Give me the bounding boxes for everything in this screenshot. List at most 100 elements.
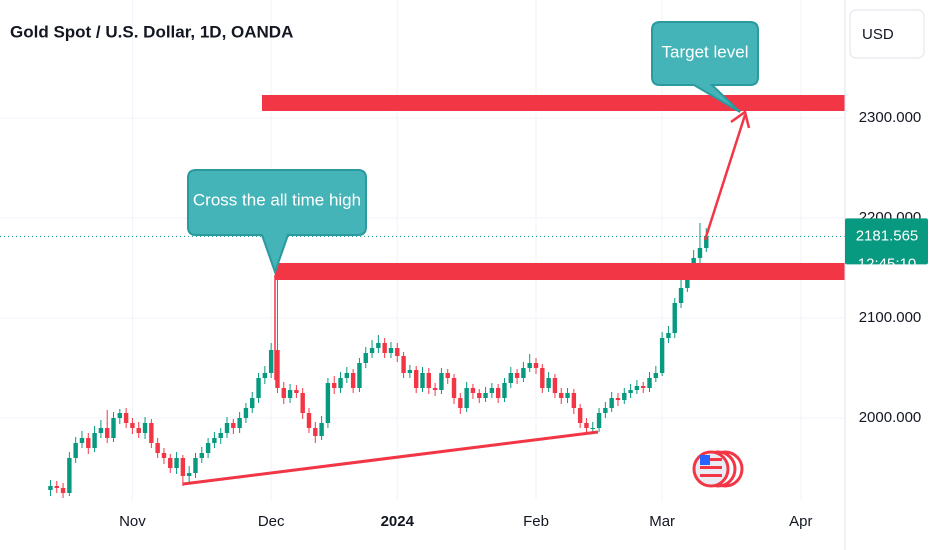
candle-body: [615, 398, 621, 400]
x-tick-label: Apr: [789, 513, 812, 530]
candle-body: [697, 248, 703, 258]
candle-body: [420, 373, 425, 388]
candle-body: [641, 386, 646, 388]
y-tick-label: 2000.000: [859, 409, 922, 426]
candle-body: [218, 433, 223, 438]
x-tick-label: Dec: [258, 513, 285, 530]
candle-body: [319, 423, 324, 436]
candle-body: [332, 383, 337, 388]
candle-body: [104, 428, 110, 438]
candle-body: [678, 288, 684, 303]
candle-body: [123, 413, 129, 423]
candle-body: [161, 453, 167, 458]
candle-body: [338, 378, 343, 388]
candle-body: [426, 373, 432, 388]
x-tick-label: Mar: [649, 513, 675, 530]
currency-button[interactable]: [849, 9, 925, 59]
candle-body: [546, 378, 551, 388]
candle-body: [98, 428, 104, 433]
callout-text: Cross the all time high: [193, 190, 361, 209]
callout-box: [651, 21, 759, 113]
candle-body: [142, 423, 148, 433]
candle-body: [243, 408, 249, 418]
candle-body: [357, 363, 362, 388]
candle-body: [483, 393, 488, 398]
candle-body: [432, 388, 438, 390]
candle-body: [237, 418, 242, 428]
candle-body: [155, 443, 160, 453]
y-tick-label: 2300.000: [859, 109, 922, 126]
candle-body: [193, 458, 198, 473]
candle-body: [60, 488, 66, 493]
candle-body: [672, 303, 677, 333]
trend-line: [182, 430, 599, 486]
candle-body: [205, 443, 211, 453]
candle-body: [130, 423, 135, 428]
candle-body: [508, 373, 513, 383]
candle-body: [603, 408, 608, 413]
candle-body: [653, 373, 659, 378]
last-price: 2181.565: [856, 227, 919, 244]
candle-body: [199, 453, 204, 458]
candle-body: [369, 348, 375, 353]
candle-body: [704, 236, 709, 248]
candle-body: [67, 458, 72, 493]
candle-body: [565, 393, 570, 398]
target-arrow: [703, 114, 747, 241]
last-price-box: [845, 218, 928, 265]
candle-body: [250, 398, 255, 408]
candle-body: [73, 443, 78, 458]
callout-box: [187, 169, 367, 276]
candle-body: [376, 343, 381, 348]
candle-body: [495, 388, 501, 398]
callout-text: Target level: [662, 42, 749, 61]
candle-body: [92, 433, 97, 448]
candle-body: [527, 363, 532, 368]
x-tick-label: 2024: [381, 513, 415, 530]
candle-body: [294, 390, 299, 393]
candle-body: [533, 363, 539, 368]
candle-body: [521, 368, 526, 378]
candle-body: [571, 393, 577, 408]
candle-body: [136, 428, 141, 433]
candle-body: [590, 428, 595, 429]
candle-body: [231, 423, 236, 428]
y-tick-label: 2100.000: [859, 309, 922, 326]
candle-body: [224, 423, 230, 433]
candle-body: [445, 373, 450, 378]
candle-body: [262, 373, 268, 378]
candle-body: [275, 350, 280, 388]
candle-body: [628, 390, 633, 393]
chart-title: Gold Spot / U.S. Dollar, 1D, OANDA: [10, 22, 293, 41]
candle-body: [596, 413, 602, 428]
candle-body: [212, 438, 217, 443]
candle-body: [659, 338, 665, 373]
countdown: 12:45:10: [858, 255, 916, 272]
candle-body: [559, 393, 564, 398]
candle-body: [666, 333, 671, 338]
arrow-head: [730, 109, 751, 129]
candle-body: [350, 373, 356, 388]
candle-body: [647, 378, 652, 388]
candle-body: [395, 348, 400, 356]
candle-body: [268, 350, 274, 373]
candle-body: [256, 378, 261, 398]
x-tick-label: Nov: [119, 513, 146, 530]
candle-body: [584, 423, 589, 428]
target-zone: [262, 95, 845, 111]
candle-body: [300, 393, 305, 413]
currency: USD: [862, 26, 894, 43]
candle-body: [313, 428, 318, 436]
ath-zone: [275, 263, 845, 280]
candle-body: [117, 413, 123, 418]
candle-body: [451, 378, 457, 398]
candle-body: [470, 388, 476, 393]
candle-body: [382, 343, 387, 353]
candle-body: [186, 473, 192, 476]
candle-body: [439, 373, 444, 390]
candle-body: [180, 458, 186, 476]
candle-body: [552, 378, 558, 393]
candle-body: [111, 418, 116, 438]
candle-body: [168, 458, 173, 468]
